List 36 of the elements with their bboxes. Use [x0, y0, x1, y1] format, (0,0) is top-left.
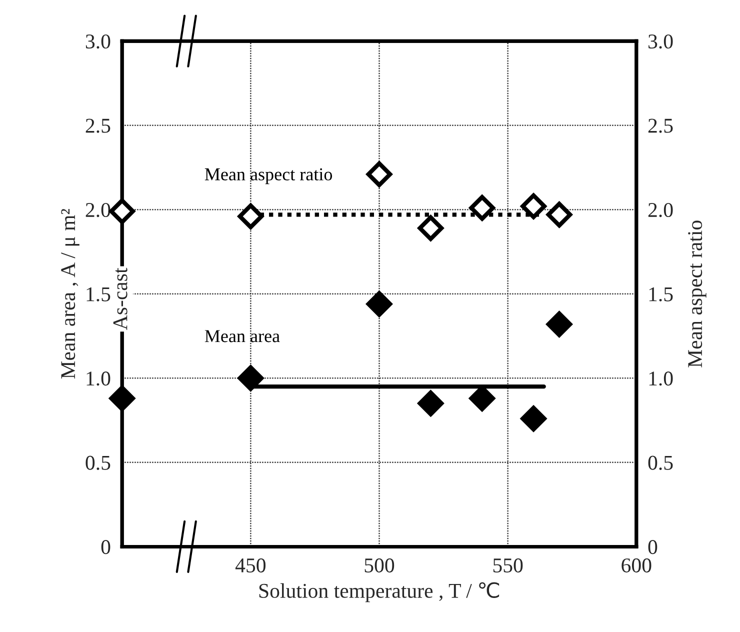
y-tick-label: 2.5 [86, 118, 110, 133]
point [366, 161, 392, 188]
x-axis-title: Solution temperature , T / ℃ [259, 582, 500, 602]
point [520, 406, 546, 432]
x-tick-label: 550 [493, 558, 523, 572]
series-label: Mean aspect ratio [204, 168, 332, 184]
y-tick-label: 0 [101, 540, 110, 554]
x-tick-label: 500 [364, 558, 394, 572]
y2-tick-label: 0 [648, 540, 658, 554]
point [520, 193, 546, 220]
series-label: Mean area [204, 330, 280, 342]
y2-tick-label: 1.5 [649, 287, 673, 302]
point [546, 202, 572, 228]
y2-tick-label: 0.5 [648, 456, 673, 470]
point [418, 215, 444, 242]
y2-tick-label: 2.0 [648, 202, 673, 218]
point [366, 291, 392, 317]
y-axis-title: Mean area , A / μ m² [61, 208, 80, 379]
point [109, 198, 135, 224]
y2-tick-label: 3.0 [648, 34, 673, 49]
y-tick-label: 1.0 [86, 372, 110, 386]
point [418, 390, 444, 416]
y-tick-label: 2.0 [86, 202, 110, 218]
annotation: As-cast [113, 268, 128, 330]
y2-tick-label: 2.5 [648, 118, 673, 133]
y-tick-label: 3.0 [86, 34, 110, 49]
x-tick-label: 600 [622, 558, 652, 572]
point [546, 311, 572, 338]
x-tick-label: 450 [235, 558, 266, 572]
point [469, 195, 495, 221]
y2-axis-title: Mean aspect ratio [688, 220, 706, 368]
y-tick-label: 0.5 [86, 456, 110, 470]
y2-tick-label: 1.0 [649, 372, 673, 386]
point [238, 203, 264, 230]
point [238, 365, 264, 392]
y-tick-label: 1.5 [86, 287, 110, 302]
